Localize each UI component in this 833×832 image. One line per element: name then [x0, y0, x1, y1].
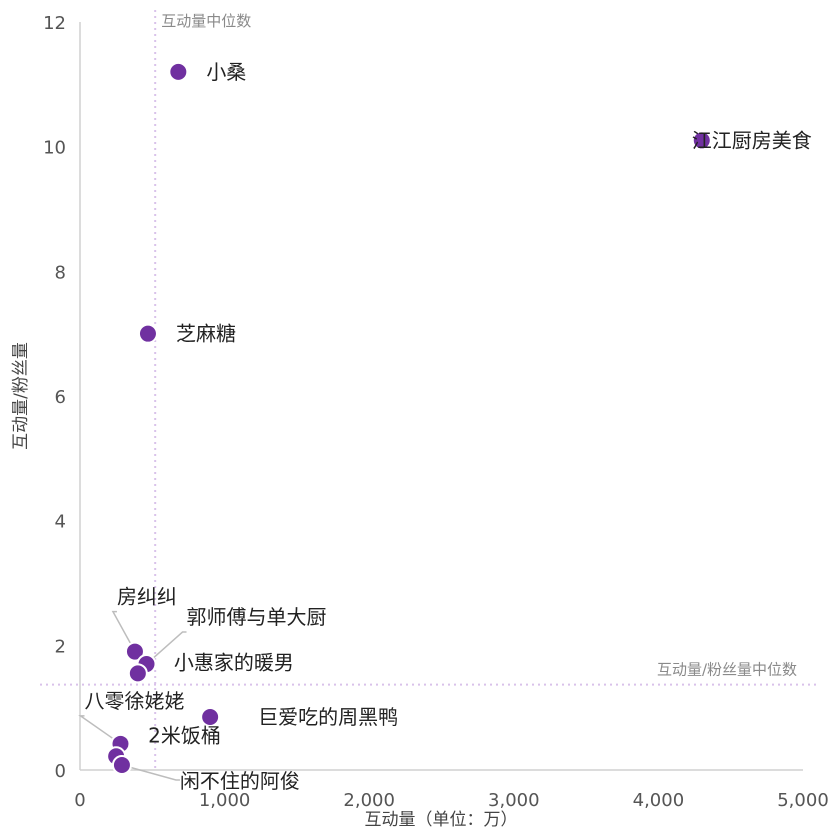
x-tick-label: 2,000 — [343, 790, 395, 811]
x-tick-label: 5,000 — [777, 790, 829, 811]
ratio-median-label: 互动量/粉丝量中位数 — [657, 661, 797, 679]
leader-line — [78, 715, 121, 745]
point-label: 江江厨房美食 — [692, 128, 812, 152]
y-axis-title: 互动量/粉丝量 — [11, 342, 31, 450]
x-axis-title: 互动量（单位：万） — [365, 810, 518, 830]
x-tick-label: 0 — [74, 790, 85, 811]
point-label: 房纠纠 — [117, 585, 177, 609]
x-tick-labels: 0 1,000 2,000 3,000 4,000 5,000 — [74, 790, 828, 811]
point-label: 巨爱吃的周黑鸭 — [258, 705, 398, 729]
y-tick-label: 6 — [55, 387, 66, 408]
data-point — [137, 323, 158, 344]
point-label: 小惠家的暖男 — [174, 650, 294, 674]
leader-line — [121, 764, 180, 781]
point-label: 芝麻糖 — [176, 322, 236, 346]
y-tick-label: 12 — [43, 13, 66, 34]
data-point — [200, 707, 221, 728]
x-tick-label: 1,000 — [199, 790, 251, 811]
point-label: 八零徐姥姥 — [84, 689, 184, 713]
interaction-median-label: 互动量中位数 — [161, 12, 251, 30]
label-leader-lines — [78, 610, 187, 781]
point-label: 郭师傅与单大厨 — [187, 605, 327, 629]
data-point — [691, 130, 712, 151]
y-tick-label: 8 — [55, 262, 66, 283]
point-label: 小桑 — [206, 60, 246, 84]
point-label: 2米饭桶 — [148, 723, 221, 747]
data-points — [106, 61, 712, 776]
data-point — [168, 61, 189, 82]
leader-line — [146, 631, 187, 665]
leader-line — [111, 610, 136, 652]
y-tick-label: 4 — [55, 512, 66, 533]
x-tick-label: 4,000 — [633, 790, 685, 811]
y-tick-label: 2 — [55, 636, 66, 657]
data-point — [127, 663, 148, 684]
y-tick-label: 10 — [43, 138, 66, 159]
data-point — [111, 755, 132, 776]
data-point — [124, 641, 145, 662]
y-tick-labels: 0 2 4 6 8 10 12 — [43, 13, 66, 782]
x-tick-label: 3,000 — [488, 790, 540, 811]
point-label: 闲不住的阿俊 — [180, 769, 300, 793]
y-tick-label: 0 — [55, 761, 66, 782]
